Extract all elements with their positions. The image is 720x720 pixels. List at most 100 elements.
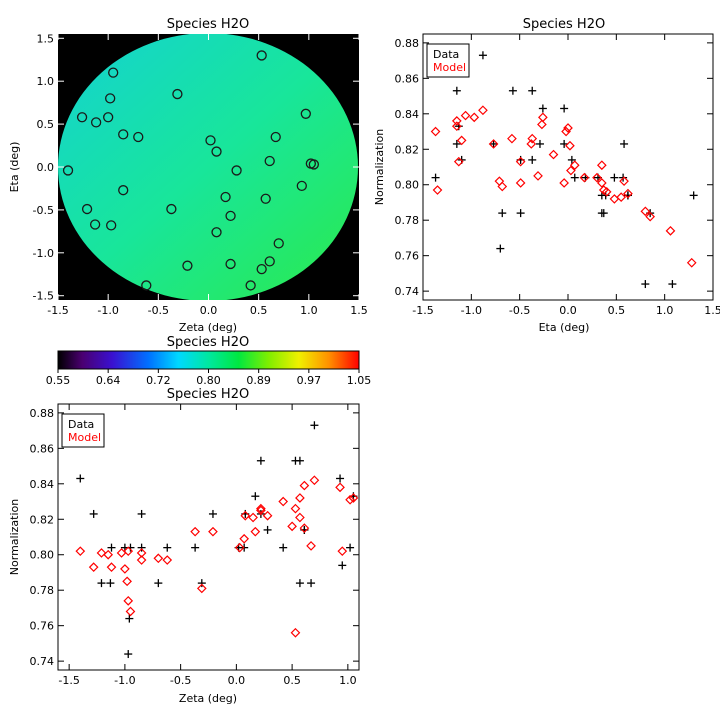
data-point — [528, 86, 537, 95]
model-point — [515, 156, 526, 167]
y-tick-label: 0.88 — [30, 407, 55, 420]
eta-scatter-xlabel: Eta (deg) — [539, 321, 590, 334]
y-tick-label: 0.78 — [30, 584, 55, 597]
x-tick-label: -0.5 — [148, 304, 169, 317]
y-tick-label: 0.0 — [37, 161, 55, 174]
model-point — [533, 171, 543, 181]
zeta-scatter-ylabel: Normalization — [8, 499, 21, 575]
sky-marker — [118, 185, 129, 196]
sky-marker — [296, 180, 307, 192]
model-point — [592, 172, 602, 183]
heatmap-title: Species H2O — [167, 17, 249, 32]
sky-marker — [260, 193, 271, 204]
model-point — [609, 194, 620, 204]
sky-marker — [245, 280, 256, 291]
data-point — [496, 244, 505, 253]
model-point — [601, 186, 612, 197]
model-point — [290, 627, 301, 638]
sky-marker — [211, 227, 222, 238]
model-point — [287, 521, 297, 532]
eta-legend-model: Model — [433, 61, 466, 74]
data-point — [137, 543, 146, 552]
data-point — [295, 456, 304, 465]
sky-marker — [62, 165, 74, 176]
y-tick-label: 1.5 — [37, 32, 55, 45]
heatmap-field — [58, 34, 358, 300]
data-point — [154, 579, 163, 588]
sky-marker — [231, 165, 242, 176]
model-point — [106, 562, 117, 572]
model-point — [460, 110, 471, 121]
model-point — [337, 546, 348, 557]
data-point — [295, 579, 304, 588]
x-tick-label: -0.5 — [509, 304, 530, 317]
model-point — [563, 123, 573, 133]
eta-scatter-ticks: -1.5 -1.0 -0.5 0.0 0.5 1.0 1.5 0.74 0.76 0.78 0.80… — [395, 34, 720, 317]
y-tick-label: -1.0 — [33, 247, 54, 260]
data-point — [620, 139, 629, 148]
model-point — [561, 126, 571, 137]
sky-marker — [273, 238, 284, 249]
eta-scatter-points — [430, 51, 698, 289]
model-point — [456, 135, 467, 146]
eta-scatter-ylabel: Normalization — [373, 129, 386, 205]
model-point — [278, 496, 289, 507]
data-point — [338, 561, 347, 570]
model-point — [306, 541, 316, 551]
x-tick-label: 1.5 — [350, 304, 368, 317]
x-tick-label: 0.5 — [250, 304, 268, 317]
model-point — [295, 493, 305, 503]
zeta-scatter-xlabel: Zeta (deg) — [179, 692, 237, 705]
zeta-legend-model: Model — [68, 431, 101, 444]
model-point — [123, 595, 134, 606]
sky-marker — [300, 108, 311, 119]
heatmap-markers — [62, 50, 320, 291]
model-point — [559, 178, 569, 188]
model-point — [153, 553, 164, 564]
x-tick-label: -1.5 — [58, 674, 79, 687]
model-point — [488, 139, 499, 149]
sky-marker — [106, 220, 117, 231]
model-point — [248, 512, 258, 523]
sky-marker — [220, 191, 231, 203]
sky-marker — [108, 67, 119, 78]
colorbar-tick-label: 1.05 — [347, 374, 372, 387]
colorbar-tick-label: 0.72 — [146, 374, 171, 387]
data-point — [452, 86, 461, 95]
x-tick-label: 0.0 — [200, 304, 218, 317]
colorbar-panel: Species H2O 0.55 0.64 0.72 0.80 0.89 0.97 1.05 — [46, 335, 372, 387]
model-point — [616, 192, 627, 202]
model-point — [640, 206, 651, 217]
model-point — [548, 149, 559, 160]
model-point — [686, 257, 697, 268]
y-tick-label: 0.5 — [37, 118, 55, 131]
data-point — [452, 139, 461, 148]
y-tick-label: 0.74 — [30, 655, 55, 668]
sky-marker — [141, 280, 152, 291]
model-point — [335, 482, 345, 493]
data-point — [516, 209, 525, 218]
data-point — [251, 492, 260, 501]
model-point — [432, 185, 443, 195]
model-point — [88, 562, 99, 572]
model-point — [256, 503, 266, 514]
y-tick-label: 0.74 — [395, 285, 420, 298]
y-tick-label: 0.76 — [30, 620, 55, 633]
data-point — [256, 456, 265, 465]
x-tick-label: -1.0 — [97, 304, 118, 317]
y-tick-label: -0.5 — [33, 204, 54, 217]
data-point — [263, 525, 272, 534]
x-tick-label: -0.5 — [170, 674, 191, 687]
model-point — [430, 126, 441, 137]
zeta-scatter-ticks: -1.5 -1.0 -0.5 0.0 0.5 1.0 0.74 0.76 0.78 0.80 0.8… — [30, 404, 359, 687]
model-point — [240, 510, 251, 521]
data-point — [137, 509, 146, 518]
model-point — [136, 555, 147, 565]
data-point — [125, 614, 134, 623]
model-point — [136, 548, 147, 558]
colorbar-gradient — [57, 350, 360, 370]
sky-marker — [264, 256, 275, 267]
data-point — [97, 579, 106, 588]
colorbar-tick-label: 0.55 — [46, 374, 71, 387]
